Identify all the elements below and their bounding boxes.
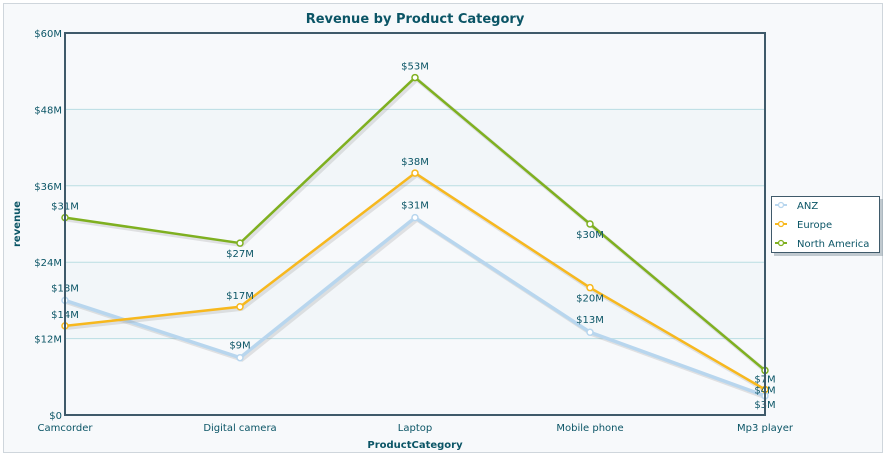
data-point [236,239,244,247]
data-label: $27M [226,249,254,260]
plot-border [64,32,766,416]
data-label: $17M [226,291,254,302]
legend-label: ANZ [797,201,818,212]
x-axis-label: ProductCategory [367,440,463,451]
data-label: $9M [229,341,250,352]
x-tick-label: Mobile phone [556,423,623,434]
x-tick-label: Laptop [398,423,432,434]
data-label: $38M [401,157,429,168]
legend-marker [777,220,785,228]
chart-frame [3,3,883,453]
x-tick-label: Camcorder [37,423,93,434]
data-label: $20M [576,294,604,305]
grid-band [65,262,765,339]
chart-title: Revenue by Product Category [306,12,525,27]
data-label: $53M [401,62,429,73]
y-tick-label: $60M [34,29,62,40]
y-tick-label: $12M [34,335,62,346]
data-point [411,73,419,82]
data-label: $31M [401,201,429,212]
legend-box [771,196,880,253]
y-tick-label: $24M [34,258,62,269]
y-axis-label: revenue [12,201,23,247]
y-tick-label: $48M [34,105,62,116]
y-tick-label: $36M [34,182,62,193]
data-point [586,220,594,228]
legend-marker [777,201,785,209]
x-tick-label: Digital camera [203,423,276,434]
legend: ANZ Europe North America [771,196,883,256]
data-point [586,283,594,292]
legend-marker [777,239,785,247]
data-label: $13M [576,315,604,326]
data-point [236,303,244,311]
data-point [411,213,419,222]
legend-label: Europe [797,220,832,231]
x-tick-label: Mp3 player [737,423,794,434]
y-tick-label: $0 [49,411,62,422]
data-label: $30M [576,230,604,241]
data-point [236,353,244,362]
data-point [411,169,419,177]
data-point [586,328,594,336]
legend-label: North America [797,239,869,250]
